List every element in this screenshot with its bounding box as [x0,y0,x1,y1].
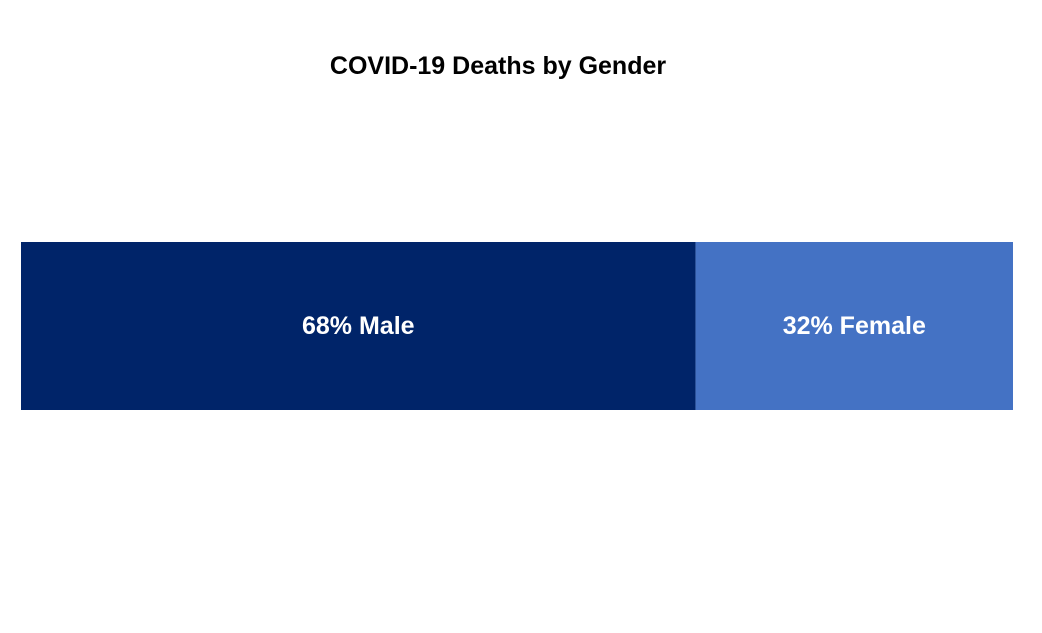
bar-segment-male [21,242,696,410]
bar-group: 68% Male 32% Female [21,242,1013,410]
chart-title: COVID-19 Deaths by Gender [329,52,667,80]
bar-segment-female [695,242,1013,410]
data-label-female: 32% Female [783,312,926,340]
data-label-male: 68% Male [302,312,415,340]
